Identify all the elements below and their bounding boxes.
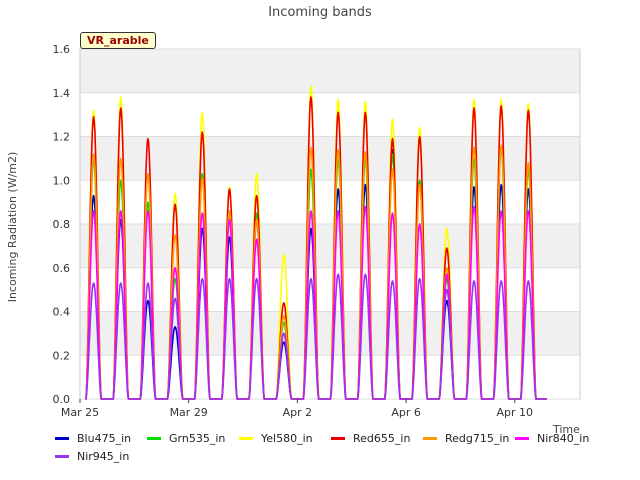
legend-label: Nir945_in xyxy=(77,450,130,463)
series-line-nir945_in xyxy=(85,273,547,400)
legend-label: Blu475_in xyxy=(77,432,132,445)
x-axis-label: Time xyxy=(552,423,580,436)
legend-swatch xyxy=(423,436,437,440)
site-badge: VR_arable xyxy=(80,32,156,49)
y-tick-label: 1.4 xyxy=(53,87,71,100)
legend-swatch xyxy=(331,436,345,440)
legend-swatch xyxy=(147,436,161,440)
y-tick-label: 1.0 xyxy=(53,174,71,187)
legend-item: Nir840_in xyxy=(515,432,589,445)
legend-item: Red655_in xyxy=(331,432,410,445)
x-tick-label: Mar 25 xyxy=(61,406,99,419)
y-axis-label: Incoming Radiation (W/m2) xyxy=(6,152,19,303)
x-tick-label: Mar 29 xyxy=(170,406,208,419)
y-tick-label: 0.6 xyxy=(53,262,71,275)
x-tick-label: Apr 2 xyxy=(283,406,313,419)
y-tick-label: 1.2 xyxy=(53,131,71,144)
plot-band xyxy=(80,180,580,224)
y-tick-label: 0.2 xyxy=(53,349,71,362)
plot-band xyxy=(80,136,580,181)
legend-label: Red655_in xyxy=(353,432,411,445)
legend-item: Nir945_in xyxy=(55,450,129,463)
plot-band xyxy=(80,92,580,137)
y-tick-label: 0.4 xyxy=(53,306,71,319)
x-tick-label: Apr 6 xyxy=(391,406,421,419)
legend-label: Redg715_in xyxy=(445,432,510,445)
x-tick-label: Apr 10 xyxy=(497,406,534,419)
plot-band xyxy=(80,49,580,93)
legend-swatch xyxy=(55,436,69,440)
legend-swatch xyxy=(515,436,529,440)
y-tick-label: 0.0 xyxy=(53,393,71,406)
legend-swatch xyxy=(55,454,69,458)
legend-item: Yel580_in xyxy=(239,432,313,445)
legend-item: Redg715_in xyxy=(423,432,509,445)
series-line-nir840_in xyxy=(85,205,547,400)
y-axis-ticks: 0.0 0.2 0.4 0.6 0.8 1.0 1.2 1.4 1.6 xyxy=(53,43,71,406)
legend-item: Grn535_in xyxy=(147,432,225,445)
series-layer xyxy=(85,85,547,400)
x-axis-ticks: Mar 25 Mar 29 Apr 2 Apr 6 Apr 10 xyxy=(61,399,533,419)
legend-item: Blu475_in xyxy=(55,432,131,445)
y-tick-label: 1.6 xyxy=(53,43,71,56)
y-tick-label: 0.8 xyxy=(53,218,71,231)
chart-title: Incoming bands xyxy=(268,5,372,20)
legend-label: Nir840_in xyxy=(537,432,590,445)
legend-label: Grn535_in xyxy=(169,432,226,445)
legend-label: Yel580_in xyxy=(261,432,313,445)
legend-swatch xyxy=(239,436,253,440)
